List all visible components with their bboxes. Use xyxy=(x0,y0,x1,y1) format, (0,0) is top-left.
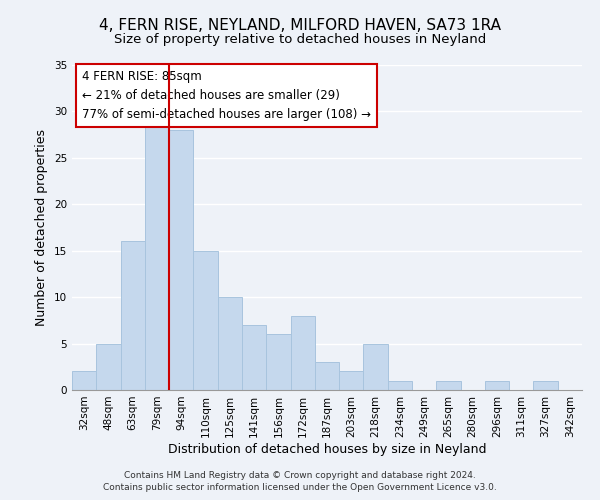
Bar xyxy=(242,325,266,390)
Bar xyxy=(339,372,364,390)
Text: Size of property relative to detached houses in Neyland: Size of property relative to detached ho… xyxy=(114,32,486,46)
Bar xyxy=(121,242,145,390)
Bar xyxy=(72,372,96,390)
Bar xyxy=(218,297,242,390)
X-axis label: Distribution of detached houses by size in Neyland: Distribution of detached houses by size … xyxy=(168,442,486,456)
Bar xyxy=(533,380,558,390)
Text: 4, FERN RISE, NEYLAND, MILFORD HAVEN, SA73 1RA: 4, FERN RISE, NEYLAND, MILFORD HAVEN, SA… xyxy=(99,18,501,32)
Text: Contains HM Land Registry data © Crown copyright and database right 2024.
Contai: Contains HM Land Registry data © Crown c… xyxy=(103,471,497,492)
Bar xyxy=(96,344,121,390)
Text: 4 FERN RISE: 85sqm
← 21% of detached houses are smaller (29)
77% of semi-detache: 4 FERN RISE: 85sqm ← 21% of detached hou… xyxy=(82,70,371,121)
Y-axis label: Number of detached properties: Number of detached properties xyxy=(35,129,49,326)
Bar xyxy=(169,130,193,390)
Bar xyxy=(145,120,169,390)
Bar xyxy=(290,316,315,390)
Bar xyxy=(388,380,412,390)
Bar xyxy=(485,380,509,390)
Bar xyxy=(315,362,339,390)
Bar xyxy=(266,334,290,390)
Bar xyxy=(436,380,461,390)
Bar xyxy=(364,344,388,390)
Bar xyxy=(193,250,218,390)
